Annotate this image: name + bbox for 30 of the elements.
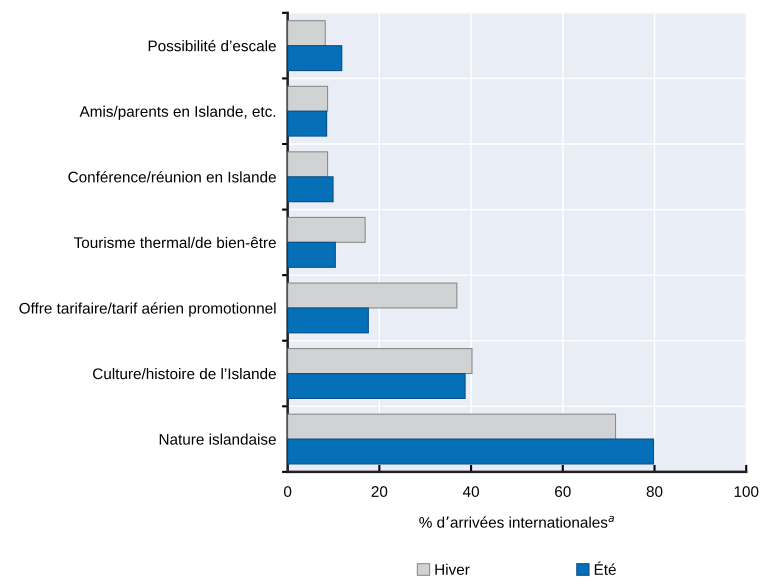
y-tick-label: Nature islandaise <box>160 434 276 445</box>
legend-label: Été <box>594 562 616 575</box>
bar <box>288 176 334 202</box>
x-tick-label: 60 <box>555 486 571 497</box>
bar <box>288 216 366 243</box>
bar <box>288 438 654 465</box>
bar <box>288 45 342 72</box>
y-tick-label: Offre tarifaire/tarif aérien promotionnel <box>19 302 276 317</box>
x-tick-label: 80 <box>646 486 662 497</box>
bar <box>288 348 473 374</box>
bar <box>288 307 369 334</box>
y-tick-label: Culture/histoire de l’Islande <box>93 368 276 380</box>
bar <box>288 151 328 178</box>
y-tick-label: Amis/parents en Islande, etc. <box>80 106 276 120</box>
bar <box>288 110 328 137</box>
x-tick-label: 40 <box>462 486 479 497</box>
bar <box>288 86 328 112</box>
x-tick-label: 100 <box>734 486 758 497</box>
bar <box>288 372 466 399</box>
legend-label: Hiver <box>435 564 470 575</box>
bar <box>288 20 326 46</box>
bar <box>288 282 458 308</box>
x-tick-label: 0 <box>284 486 292 497</box>
y-tick-label: Tourisme thermal/de bien-être <box>74 236 276 248</box>
x-tick-label: 20 <box>372 486 388 497</box>
y-tick-label: Conférence/réunion en Islande <box>68 171 276 182</box>
bar <box>288 414 616 440</box>
bar <box>288 242 336 268</box>
x-axis-title: % d’arrivées internationales$^{a}$ <box>419 516 614 528</box>
y-tick-label: Possibilité d’escale <box>148 40 276 52</box>
